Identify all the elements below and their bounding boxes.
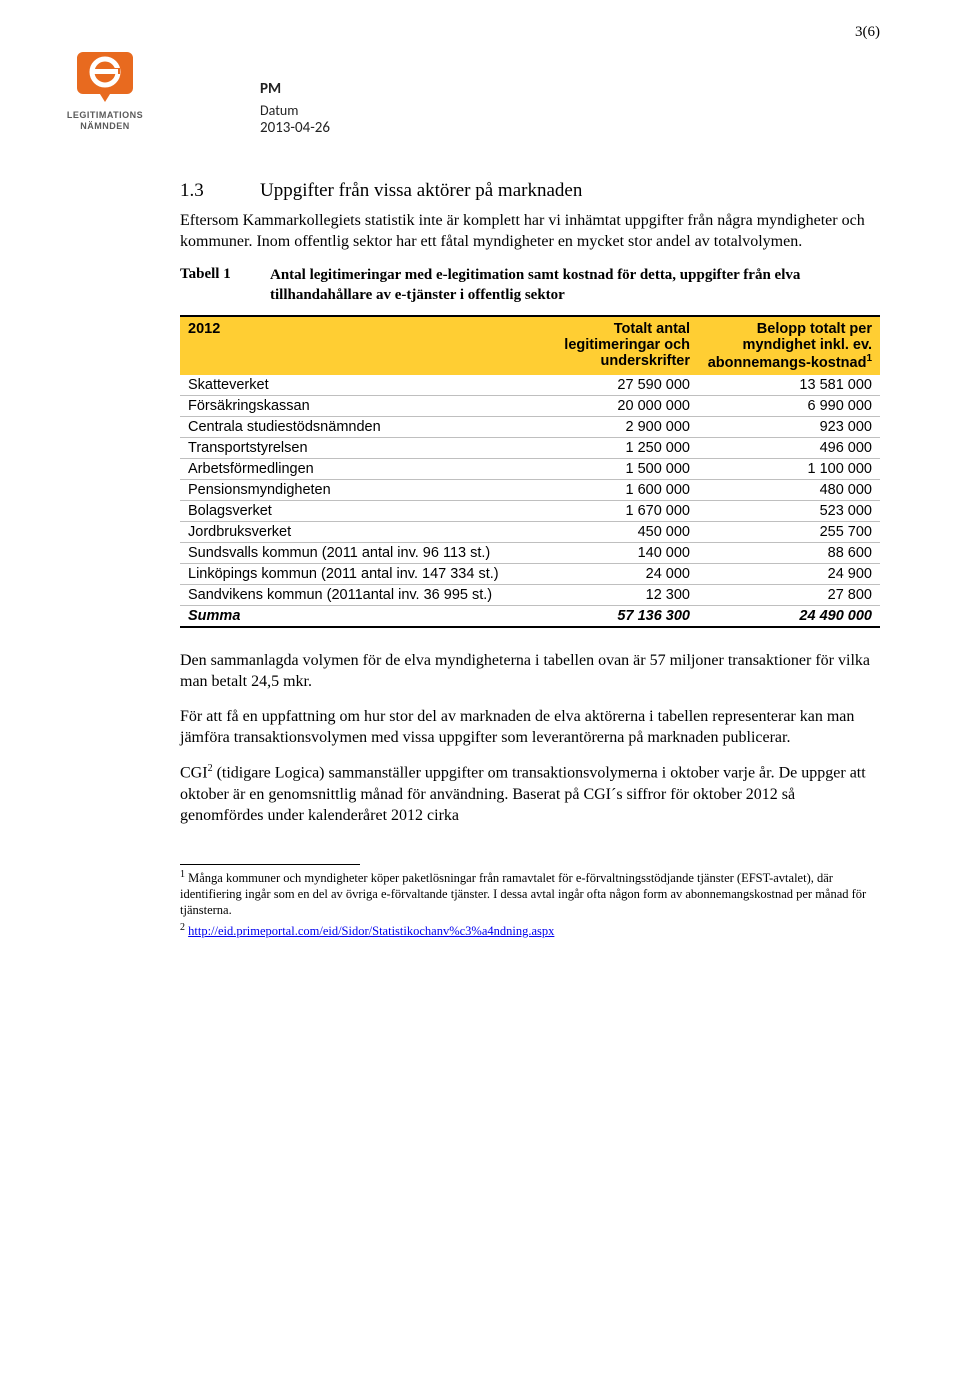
section-title: Uppgifter från vissa aktörer på marknade… <box>260 180 582 202</box>
table-row: Transportstyrelsen1 250 000496 000 <box>180 438 880 459</box>
logo-text-1: LEGITIMATIONS <box>60 110 150 121</box>
logo-text-2: NÄMNDEN <box>60 121 150 132</box>
e-logo-icon <box>75 50 135 104</box>
table-row: Jordbruksverket450 000255 700 <box>180 522 880 543</box>
fn1-text: Många kommuner och myndigheter köper pak… <box>180 871 866 917</box>
row-val-a: 27 590 000 <box>516 375 698 396</box>
row-name: Transportstyrelsen <box>180 438 516 459</box>
para-1: Eftersom Kammarkollegiets statistik inte… <box>180 210 880 252</box>
table-row: Sandvikens kommun (2011antal inv. 36 995… <box>180 585 880 606</box>
fn2-num: 2 <box>180 922 185 933</box>
p4-rest: (tidigare Logica) sammanställer uppgifte… <box>180 765 866 824</box>
row-val-b: 480 000 <box>698 480 880 501</box>
header-meta: PM Datum 2013-04-26 <box>260 80 330 137</box>
section-heading: 1.3 Uppgifter från vissa aktörer på mark… <box>180 180 880 202</box>
fn2-link[interactable]: http://eid.primeportal.com/eid/Sidor/Sta… <box>188 924 554 938</box>
page-number: 3(6) <box>855 24 880 41</box>
table-caption: Tabell 1 Antal legitimeringar med e-legi… <box>180 266 880 305</box>
row-val-a: 450 000 <box>516 522 698 543</box>
row-val-b: 88 600 <box>698 543 880 564</box>
para-4: CGI2 (tidigare Logica) sammanställer upp… <box>180 762 880 826</box>
row-val-a: 20 000 000 <box>516 396 698 417</box>
row-val-b: 24 900 <box>698 564 880 585</box>
row-name: Centrala studiestödsnämnden <box>180 417 516 438</box>
row-val-b: 496 000 <box>698 438 880 459</box>
row-name: Sandvikens kommun (2011antal inv. 36 995… <box>180 585 516 606</box>
table-row: Linköpings kommun (2011 antal inv. 147 3… <box>180 564 880 585</box>
footnote-1: 1 Många kommuner och myndigheter köper p… <box>180 869 880 918</box>
th-col3: Belopp totalt per myndighet inkl. ev. ab… <box>698 316 880 375</box>
table-row-summa: Summa57 136 30024 490 000 <box>180 606 880 628</box>
th-year: 2012 <box>180 316 516 375</box>
para-3: För att få en uppfattning om hur stor de… <box>180 706 880 748</box>
row-val-b: 13 581 000 <box>698 375 880 396</box>
summa-a: 57 136 300 <box>516 606 698 628</box>
footnote-rule <box>180 864 360 865</box>
row-name: Försäkringskassan <box>180 396 516 417</box>
row-val-b: 923 000 <box>698 417 880 438</box>
row-val-b: 1 100 000 <box>698 459 880 480</box>
row-val-a: 140 000 <box>516 543 698 564</box>
row-name: Jordbruksverket <box>180 522 516 543</box>
table-row: Sundsvalls kommun (2011 antal inv. 96 11… <box>180 543 880 564</box>
th-col2: Totalt antal legitimeringar och underskr… <box>516 316 698 375</box>
datum-label: Datum <box>260 102 330 119</box>
row-val-a: 2 900 000 <box>516 417 698 438</box>
row-name: Bolagsverket <box>180 501 516 522</box>
table-row: Arbetsförmedlingen1 500 0001 100 000 <box>180 459 880 480</box>
table-row: Centrala studiestödsnämnden2 900 000923 … <box>180 417 880 438</box>
content-area: 1.3 Uppgifter från vissa aktörer på mark… <box>180 180 880 939</box>
summa-b: 24 490 000 <box>698 606 880 628</box>
table-row: Försäkringskassan20 000 0006 990 000 <box>180 396 880 417</box>
p4-cgi: CGI <box>180 765 208 782</box>
row-val-a: 12 300 <box>516 585 698 606</box>
summa-label: Summa <box>180 606 516 628</box>
row-val-b: 6 990 000 <box>698 396 880 417</box>
row-val-a: 1 250 000 <box>516 438 698 459</box>
row-name: Sundsvalls kommun (2011 antal inv. 96 11… <box>180 543 516 564</box>
table-row: Skatteverket27 590 00013 581 000 <box>180 375 880 396</box>
row-val-a: 24 000 <box>516 564 698 585</box>
row-name: Linköpings kommun (2011 antal inv. 147 3… <box>180 564 516 585</box>
row-name: Arbetsförmedlingen <box>180 459 516 480</box>
section-number: 1.3 <box>180 180 260 202</box>
data-table: 2012 Totalt antal legitimeringar och und… <box>180 315 880 628</box>
row-name: Skatteverket <box>180 375 516 396</box>
footnote-2: 2 http://eid.primeportal.com/eid/Sidor/S… <box>180 922 880 939</box>
table-row: Pensionsmyndigheten1 600 000480 000 <box>180 480 880 501</box>
row-val-a: 1 600 000 <box>516 480 698 501</box>
date-value: 2013-04-26 <box>260 119 330 137</box>
row-name: Pensionsmyndigheten <box>180 480 516 501</box>
para-2: Den sammanlagda volymen för de elva mynd… <box>180 650 880 692</box>
row-val-a: 1 670 000 <box>516 501 698 522</box>
pm-label: PM <box>260 80 330 98</box>
row-val-b: 523 000 <box>698 501 880 522</box>
th-col3-text: Belopp totalt per myndighet inkl. ev. ab… <box>708 321 872 371</box>
logo: LEGITIMATIONS NÄMNDEN <box>60 50 150 132</box>
table-title: Antal legitimeringar med e-legitimation … <box>270 266 880 305</box>
row-val-a: 1 500 000 <box>516 459 698 480</box>
th-col3-fn: 1 <box>866 353 872 364</box>
table-row: Bolagsverket1 670 000523 000 <box>180 501 880 522</box>
row-val-b: 255 700 <box>698 522 880 543</box>
row-val-b: 27 800 <box>698 585 880 606</box>
table-label: Tabell 1 <box>180 266 270 305</box>
